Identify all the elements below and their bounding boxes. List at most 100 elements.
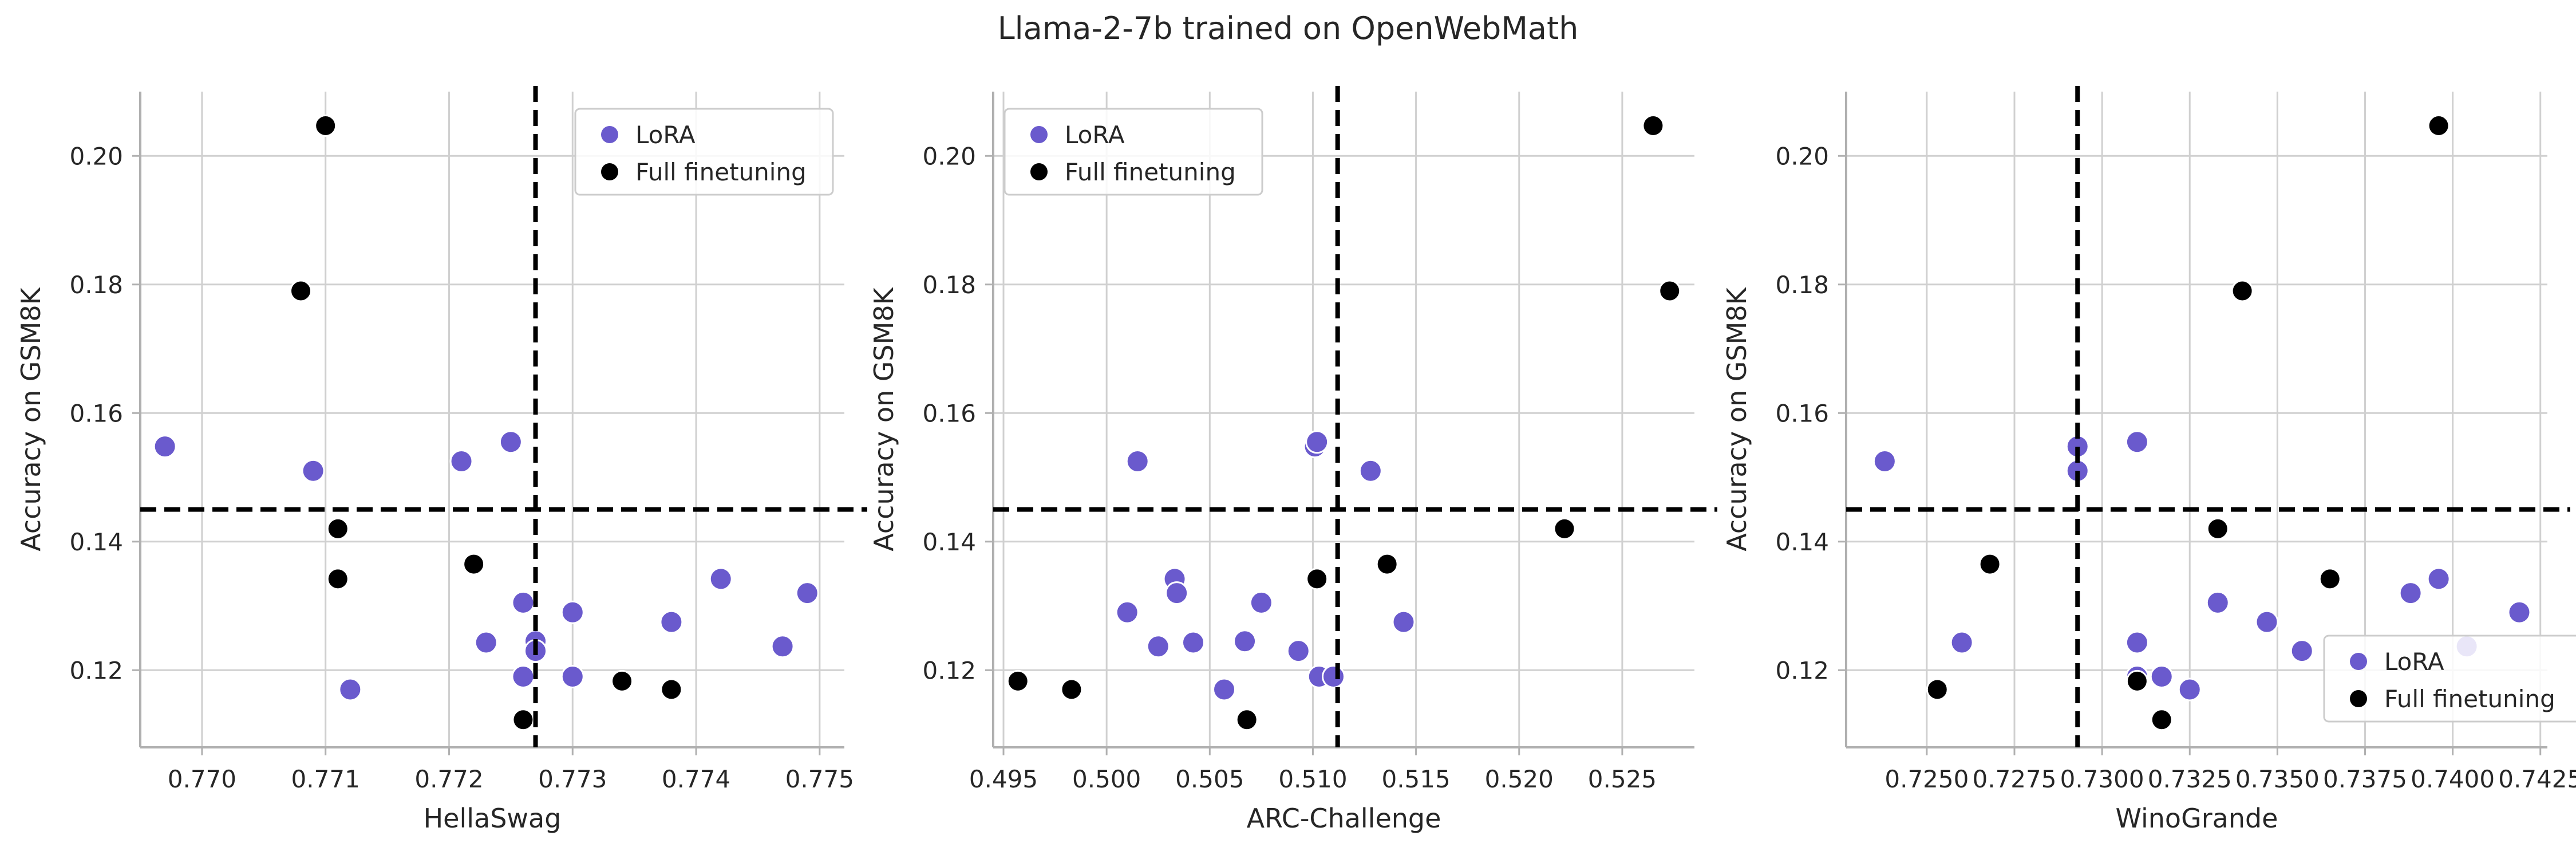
legend-label: Full finetuning	[635, 158, 807, 186]
lora-point	[771, 635, 795, 659]
full-finetuning-point	[2318, 568, 2341, 590]
y-tick-label: 0.14	[922, 528, 976, 556]
chart-panel-2: 0.495 0.500 0.505 0.510 0.515 0.520 0.525 0.12 0…	[868, 86, 1717, 834]
full-finetuning-point	[611, 669, 634, 692]
lora-point	[2255, 610, 2279, 634]
lora-point	[511, 590, 535, 614]
y-tick-label: 0.18	[69, 271, 123, 299]
legend-lora-marker	[601, 126, 618, 143]
x-tick-label: 0.495	[969, 765, 1038, 793]
full-finetuning-point	[1978, 553, 2001, 576]
lora-point	[1286, 639, 1310, 663]
x-tick-label: 0.772	[414, 765, 483, 793]
x-tick-label: 0.7425	[2498, 765, 2576, 793]
x-tick-label: 0.515	[1381, 765, 1450, 793]
legend-label: Full finetuning	[1065, 158, 1236, 186]
legend-label: LoRA	[2384, 648, 2444, 676]
lora-point	[338, 677, 362, 702]
full-finetuning-point	[326, 517, 349, 540]
lora-point	[2150, 665, 2174, 689]
full-finetuning-point	[314, 114, 337, 137]
full-finetuning-point	[660, 678, 683, 701]
lora-point	[1233, 629, 1257, 653]
y-tick-label: 0.16	[69, 399, 123, 427]
x-tick-label: 0.500	[1072, 765, 1141, 793]
lora-point	[1872, 449, 1897, 473]
y-tick-label: 0.16	[1775, 399, 1829, 427]
y-tick-label: 0.16	[922, 399, 976, 427]
lora-point	[1392, 610, 1416, 634]
legend: LoRA Full finetuning	[574, 108, 834, 196]
lora-point	[1146, 635, 1170, 659]
y-tick-label: 0.12	[1775, 656, 1829, 684]
y-axis-label: Accuracy on GSM8K	[868, 286, 899, 551]
lora-point	[1212, 677, 1236, 702]
lora-point	[153, 435, 177, 459]
x-tick-label: 0.773	[538, 765, 607, 793]
lora-point	[1358, 459, 1382, 483]
x-tick-label: 0.770	[168, 765, 236, 793]
legend-lora-marker	[2350, 653, 2367, 670]
figure-title: Llama-2-7b trained on OpenWebMath	[997, 10, 1579, 46]
x-tick-label: 0.7375	[2323, 765, 2407, 793]
y-tick-label: 0.18	[922, 271, 976, 299]
x-axis-label: WinoGrande	[2116, 803, 2278, 834]
x-tick-label: 0.7400	[2411, 765, 2495, 793]
legend-label: Full finetuning	[2384, 685, 2555, 713]
full-finetuning-point	[2231, 279, 2254, 302]
x-tick-label: 0.510	[1278, 765, 1347, 793]
chart-panel-3: 0.7250 0.7275 0.7300 0.7325 0.7350 0.7375 0.74…	[1721, 86, 2576, 834]
full-finetuning-point	[1553, 517, 1576, 540]
full-finetuning-point	[1642, 114, 1665, 137]
lora-point	[499, 430, 523, 454]
x-axis-label: ARC-Challenge	[1247, 803, 1441, 834]
y-axis-label: Accuracy on GSM8K	[1721, 286, 1752, 551]
legend-full-marker	[601, 163, 618, 180]
full-finetuning-point	[2206, 517, 2229, 540]
x-tick-label: 0.7250	[1884, 765, 1969, 793]
x-tick-label: 0.7275	[1973, 765, 2057, 793]
y-tick-label: 0.20	[69, 142, 123, 170]
x-tick-label: 0.774	[662, 765, 730, 793]
y-tick-label: 0.14	[1775, 528, 1829, 556]
x-tick-label: 0.775	[785, 765, 854, 793]
chart-panel-1: 0.770 0.771 0.772 0.773 0.774 0.775 0.12 0.14 0.…	[15, 86, 867, 834]
lora-point	[1181, 631, 1205, 655]
full-finetuning-point	[512, 708, 535, 731]
lora-point	[2125, 430, 2149, 454]
lora-point	[2206, 590, 2230, 614]
x-tick-label: 0.7350	[2235, 765, 2320, 793]
y-tick-label: 0.20	[922, 142, 976, 170]
x-tick-label: 0.520	[1485, 765, 1554, 793]
x-tick-label: 0.771	[291, 765, 360, 793]
lora-point	[1115, 600, 1139, 624]
full-finetuning-point	[290, 279, 313, 302]
y-tick-label: 0.14	[69, 528, 123, 556]
lora-point	[1249, 590, 1273, 614]
y-tick-label: 0.20	[1775, 142, 1829, 170]
x-tick-label: 0.505	[1175, 765, 1244, 793]
full-finetuning-point	[1376, 553, 1398, 576]
lora-point	[1305, 430, 1329, 454]
full-finetuning-point	[2125, 669, 2148, 692]
full-finetuning-point	[2150, 708, 2173, 731]
legend-box	[2323, 635, 2576, 723]
lora-point	[2125, 631, 2149, 655]
x-tick-label: 0.525	[1588, 765, 1657, 793]
y-tick-label: 0.18	[1775, 271, 1829, 299]
lora-point	[511, 665, 535, 689]
full-finetuning-point	[1235, 708, 1258, 731]
lora-point	[2178, 677, 2202, 702]
lora-point	[1321, 665, 1345, 689]
legend-full-marker	[2350, 690, 2367, 707]
lora-point	[1165, 581, 1189, 605]
legend-label: LoRA	[635, 121, 696, 149]
x-tick-label: 0.7325	[2148, 765, 2232, 793]
y-axis-label: Accuracy on GSM8K	[15, 286, 46, 551]
full-finetuning-point	[463, 553, 485, 576]
lora-point	[474, 631, 498, 655]
lora-point	[449, 449, 473, 473]
legend-label: LoRA	[1065, 121, 1125, 149]
lora-point	[2290, 639, 2314, 663]
